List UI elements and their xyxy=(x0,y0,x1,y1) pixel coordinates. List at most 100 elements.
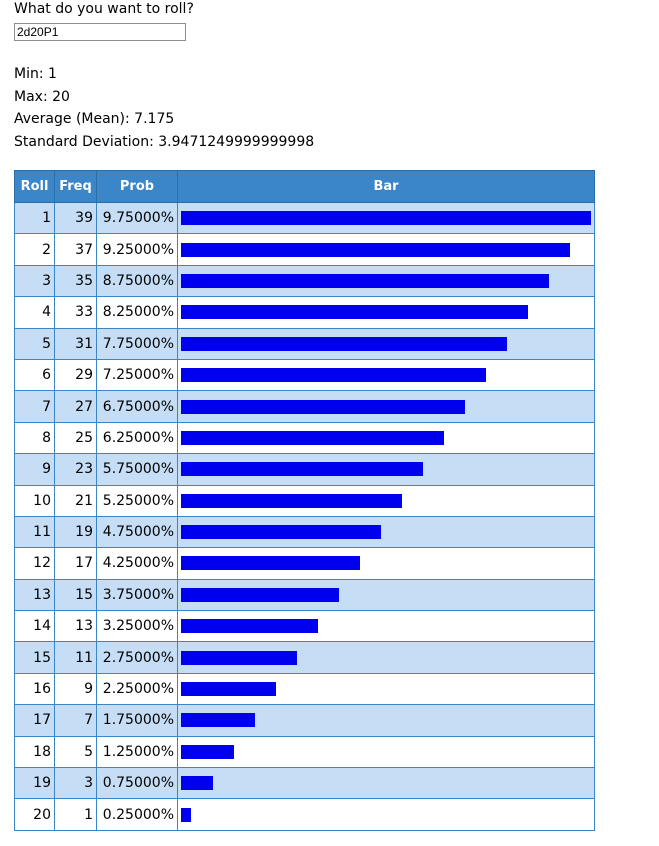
cell-roll: 9 xyxy=(14,453,55,486)
table-row: 17 7 1.75000% xyxy=(14,704,595,737)
cell-roll: 14 xyxy=(14,610,55,643)
cell-roll: 5 xyxy=(14,327,55,360)
cell-prob: 0.75000% xyxy=(96,767,178,800)
cell-freq: 11 xyxy=(54,641,97,674)
cell-freq: 15 xyxy=(54,578,97,612)
table-row: 10 21 5.25000% xyxy=(14,484,595,517)
cell-bar xyxy=(177,358,595,392)
distribution-table: Roll Freq Prob Bar 1 39 9.75000% 2 37 9.25000… xyxy=(14,170,595,831)
table-row: 7 27 6.75000% xyxy=(14,390,595,423)
frequency-bar xyxy=(181,776,213,791)
cell-freq: 9 xyxy=(54,672,97,706)
table-row: 4 33 8.25000% xyxy=(14,296,595,329)
cell-freq: 7 xyxy=(54,704,97,737)
cell-freq: 5 xyxy=(54,735,97,769)
cell-freq: 33 xyxy=(54,296,97,329)
cell-prob: 9.25000% xyxy=(96,233,178,266)
frequency-bar xyxy=(181,430,444,445)
cell-freq: 25 xyxy=(54,421,97,455)
cell-bar xyxy=(177,233,595,266)
table-row: 2 37 9.25000% xyxy=(14,233,595,266)
roll-expression-input[interactable] xyxy=(14,23,186,41)
cell-prob: 0.25000% xyxy=(96,798,178,831)
cell-roll: 13 xyxy=(14,578,55,612)
frequency-bar xyxy=(181,525,381,540)
cell-prob: 2.25000% xyxy=(96,672,178,706)
frequency-bar xyxy=(181,619,318,634)
cell-roll: 20 xyxy=(14,798,55,831)
frequency-bar xyxy=(181,650,297,665)
cell-prob: 5.25000% xyxy=(96,484,178,517)
cell-freq: 17 xyxy=(54,547,97,580)
cell-freq: 31 xyxy=(54,327,97,360)
cell-prob: 7.75000% xyxy=(96,327,178,360)
frequency-bar xyxy=(181,305,528,320)
cell-freq: 27 xyxy=(54,390,97,423)
cell-bar xyxy=(177,296,595,329)
cell-prob: 3.75000% xyxy=(96,578,178,612)
cell-prob: 1.25000% xyxy=(96,735,178,769)
cell-bar xyxy=(177,704,595,737)
frequency-bar xyxy=(181,556,360,571)
cell-prob: 4.75000% xyxy=(96,515,178,549)
frequency-bar xyxy=(181,399,465,414)
cell-freq: 23 xyxy=(54,453,97,486)
table-row: 20 1 0.25000% xyxy=(14,798,595,831)
frequency-bar xyxy=(181,744,234,759)
stat-stddev: Standard Deviation: 3.9471249999999998 xyxy=(14,133,315,150)
cell-bar xyxy=(177,798,595,831)
cell-roll: 16 xyxy=(14,672,55,706)
stat-max: Max: 20 xyxy=(14,88,70,105)
table-row: 16 9 2.25000% xyxy=(14,672,595,706)
cell-bar xyxy=(177,547,595,580)
cell-prob: 6.25000% xyxy=(96,421,178,455)
frequency-bar xyxy=(181,587,339,602)
cell-roll: 3 xyxy=(14,264,55,298)
cell-bar xyxy=(177,264,595,298)
cell-bar xyxy=(177,390,595,423)
cell-roll: 7 xyxy=(14,390,55,423)
cell-bar xyxy=(177,610,595,643)
cell-prob: 2.75000% xyxy=(96,641,178,674)
cell-roll: 2 xyxy=(14,233,55,266)
cell-bar xyxy=(177,484,595,517)
cell-freq: 3 xyxy=(54,767,97,800)
cell-bar xyxy=(177,735,595,769)
cell-freq: 37 xyxy=(54,233,97,266)
distribution-table-body: 1 39 9.75000% 2 37 9.25000% 3 35 8.75000% 4 33 8.25… xyxy=(14,201,595,831)
frequency-bar xyxy=(181,336,507,351)
stat-min: Min: 1 xyxy=(14,66,57,82)
header-bar: Bar xyxy=(177,170,595,203)
frequency-bar xyxy=(181,273,549,288)
cell-bar xyxy=(177,767,595,800)
cell-prob: 8.25000% xyxy=(96,296,178,329)
table-row: 12 17 4.25000% xyxy=(14,547,595,580)
cell-freq: 21 xyxy=(54,484,97,517)
frequency-bar xyxy=(181,682,276,697)
cell-roll: 15 xyxy=(14,641,55,674)
cell-roll: 18 xyxy=(14,735,55,769)
frequency-bar xyxy=(181,211,591,226)
table-row: 8 25 6.25000% xyxy=(14,421,595,455)
cell-prob: 8.75000% xyxy=(96,264,178,298)
cell-prob: 5.75000% xyxy=(96,453,178,486)
cell-prob: 6.75000% xyxy=(96,390,178,423)
table-row: 1 39 9.75000% xyxy=(14,201,595,235)
cell-freq: 13 xyxy=(54,610,97,643)
cell-prob: 3.25000% xyxy=(96,610,178,643)
header-roll: Roll xyxy=(14,170,55,203)
table-row: 19 3 0.75000% xyxy=(14,767,595,800)
frequency-bar xyxy=(181,242,570,257)
cell-prob: 1.75000% xyxy=(96,704,178,737)
frequency-bar xyxy=(181,807,192,822)
frequency-bar xyxy=(181,368,486,383)
cell-freq: 29 xyxy=(54,358,97,392)
cell-bar xyxy=(177,201,595,235)
frequency-bar xyxy=(181,462,423,477)
cell-freq: 35 xyxy=(54,264,97,298)
cell-bar xyxy=(177,515,595,549)
cell-freq: 1 xyxy=(54,798,97,831)
cell-bar xyxy=(177,641,595,674)
frequency-bar xyxy=(181,493,402,508)
cell-freq: 19 xyxy=(54,515,97,549)
